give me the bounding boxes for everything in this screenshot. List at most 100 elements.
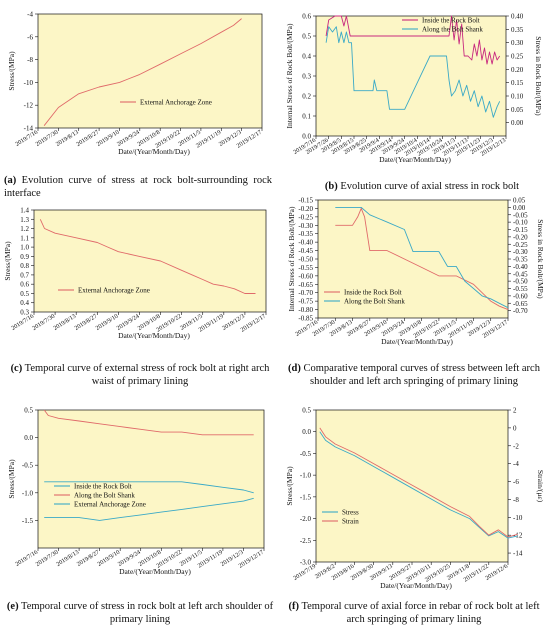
ytick-label: 0.9 <box>20 253 29 261</box>
xtick-label: 2019/8/13 <box>55 549 80 568</box>
y2tick-label: 0.40 <box>511 13 524 21</box>
ytick-label: -0.25 <box>298 213 313 221</box>
y2-axis-label: Strain/(με) <box>536 470 545 503</box>
legend-entry: External Anchorage Zone <box>78 287 150 295</box>
xtick-label: 2019/9/10 <box>96 549 121 568</box>
ytick-label: 0.0 <box>302 428 311 436</box>
y2tick-label: -10 <box>513 514 523 522</box>
ytick-label: 0.1 <box>302 113 311 121</box>
ytick-label: -2.5 <box>300 537 312 545</box>
legend-entry: Inside the Rock Bolt <box>422 17 480 25</box>
y-axis-label: Stress/(MPa) <box>3 241 12 281</box>
y2tick-label: 0.05 <box>513 197 526 205</box>
caption-c-text: Temporal curve of external stress of roc… <box>22 363 270 387</box>
ytick-label: 1.2 <box>20 225 29 233</box>
plot-area-c <box>33 209 267 313</box>
y2tick-label: 0.00 <box>511 119 524 127</box>
legend-entry: Inside the Rock Bolt <box>74 483 132 491</box>
y2tick-label: 0.25 <box>511 53 524 61</box>
y2tick-label: 0.30 <box>511 39 524 47</box>
series-line-e-0 <box>44 497 254 521</box>
caption-c: (c) Temporal curve of external stress of… <box>4 362 276 388</box>
y2tick-label: -0.55 <box>513 285 528 293</box>
ytick-label: -0.55 <box>298 264 313 272</box>
plot-area-d <box>317 199 509 319</box>
plot-area-f <box>315 409 509 563</box>
ytick-label: 1.4 <box>20 207 29 215</box>
y2tick-label: 0.15 <box>511 79 524 87</box>
xtick-label: 2019/7/30 <box>35 549 60 568</box>
ytick-label: -0.60 <box>298 272 313 280</box>
x-axis-label: Date/(Year/Month/Day) <box>118 147 190 156</box>
y2tick-label: -0.25 <box>513 241 528 249</box>
y2tick-label: -0.65 <box>513 300 528 308</box>
y2-axis-label: Stress in Rock Bolt/(MPa) <box>536 219 545 299</box>
xtick-label: 2019/7/16 <box>14 549 39 568</box>
y2tick-label: 0.35 <box>511 26 524 34</box>
ytick-label: 0.2 <box>302 93 311 101</box>
caption-b: (b) Evolution curve of axial stress in r… <box>296 180 548 193</box>
xtick-label: 2019/8/27 <box>73 313 98 332</box>
caption-a-letter: (a) <box>4 175 17 186</box>
legend-entry: External Anchorage Zone <box>74 501 146 509</box>
xtick-label: 2019/7/30 <box>31 313 56 332</box>
series-line-d-1 <box>335 206 509 309</box>
x-axis-label: Date/(Year/Month/Day) <box>380 581 452 590</box>
ytick-label: 0.0 <box>302 133 311 141</box>
caption-f: (f) Temporal curve of axial force in reb… <box>280 600 548 626</box>
ytick-label: -0.50 <box>298 256 313 264</box>
ytick-label: -4 <box>27 11 33 19</box>
y-axis-label: Internal Stress of Rock Bolt/(MPa) <box>287 206 296 311</box>
y2tick-label: -6 <box>513 478 519 486</box>
ytick-label: 0.3 <box>20 309 29 317</box>
x-axis-label: Date/(Year/Month/Day) <box>118 331 190 340</box>
ytick-label: -1.0 <box>22 489 34 497</box>
ytick-label: -6 <box>27 33 33 41</box>
caption-c-letter: (c) <box>10 363 23 374</box>
ytick-label: -1.0 <box>300 472 312 480</box>
ytick-label: 0.7 <box>20 271 29 279</box>
ytick-label: 0.0 <box>24 434 33 442</box>
ytick-label: 0.4 <box>302 53 311 61</box>
ytick-label: -0.15 <box>298 197 313 205</box>
ytick-label: 1.3 <box>20 216 29 224</box>
y2tick-label: 0.05 <box>511 106 524 114</box>
caption-f-text: Temporal curve of axial force in rebar o… <box>299 601 540 625</box>
plot-area-b <box>315 15 507 137</box>
caption-d: (d) Comparative temporal curves of stres… <box>280 362 548 388</box>
caption-d-text: Comparative temporal curves of stress be… <box>300 363 540 387</box>
plot-area-a <box>37 13 263 129</box>
ytick-label: 1.0 <box>20 244 29 252</box>
caption-f-letter: (f) <box>288 601 300 612</box>
y-axis-label: Internal Stress of Rock Bolt/(MPa) <box>285 23 294 128</box>
legend-c: External Anchorage Zone <box>58 287 150 295</box>
x-axis-label: Date/(Year/Month/Day) <box>379 155 451 164</box>
xtick-label: 2019/9/24 <box>117 549 142 568</box>
y2tick-label: -0.35 <box>513 256 528 264</box>
series-line-e-1 <box>43 409 254 436</box>
y2tick-label: -0.50 <box>513 278 528 286</box>
xtick-label: 2019/9/24 <box>116 313 141 332</box>
ytick-label: -0.40 <box>298 239 313 247</box>
ytick-label: -0.45 <box>298 247 313 255</box>
caption-e-letter: (e) <box>6 601 19 612</box>
plot-area-e <box>37 409 265 549</box>
legend-entry: Strain <box>342 518 359 526</box>
y2tick-label: -0.70 <box>513 307 528 315</box>
legend-entry: Along the Bolt Shank <box>344 298 405 306</box>
legend-entry: Along the Bolt Shank <box>74 492 135 500</box>
x-axis-label: Date/(Year/Month/Day) <box>119 567 191 576</box>
y2tick-label: -0.15 <box>513 226 528 234</box>
caption-a-text: Evolution curve of stress at rock bolt-s… <box>4 175 272 199</box>
caption-e: (e) Temporal curve of stress in rock bol… <box>4 600 276 626</box>
caption-a: (a) Evolution curve of stress at rock bo… <box>4 174 272 200</box>
caption-b-letter: (b) <box>324 181 338 192</box>
ytick-label: -1.5 <box>300 493 312 501</box>
x-axis-label: Date/(Year/Month/Day) <box>381 337 453 346</box>
legend-entry: Along the Bolt Shank <box>422 26 483 34</box>
ytick-label: -8 <box>27 56 33 64</box>
y2tick-label: -4 <box>513 460 519 468</box>
ytick-label: -0.5 <box>22 462 34 470</box>
